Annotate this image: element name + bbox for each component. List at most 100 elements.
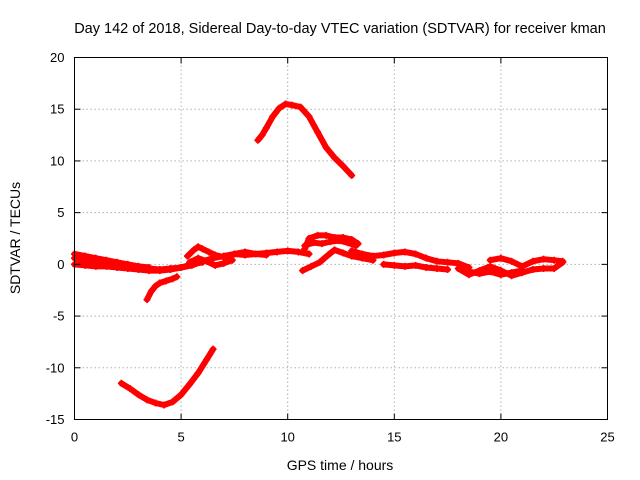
y-tick-label: 5 — [57, 205, 64, 220]
data-point — [92, 254, 100, 262]
data-point — [486, 256, 494, 264]
data-point — [190, 246, 198, 254]
data-point — [241, 248, 249, 256]
data-point — [183, 252, 191, 260]
series-arc-15 — [486, 254, 567, 270]
data-point — [275, 104, 283, 112]
x-axis-label: GPS time / hours — [287, 457, 394, 473]
data-point — [412, 250, 420, 258]
data-point — [369, 252, 377, 260]
data-point — [343, 239, 351, 247]
data-point — [258, 131, 266, 139]
data-point — [358, 250, 366, 258]
y-tick-label: 10 — [50, 153, 64, 168]
data-point — [296, 103, 304, 111]
series-arc-11 — [299, 246, 377, 275]
data-point — [508, 269, 516, 277]
data-point — [156, 267, 164, 275]
data-point — [269, 112, 277, 120]
data-point — [305, 250, 313, 258]
data-point — [486, 268, 494, 276]
data-point — [422, 263, 430, 271]
data-point — [322, 143, 330, 151]
data-point — [326, 238, 334, 246]
data-point — [401, 262, 409, 270]
data-point — [322, 231, 330, 239]
data-point — [282, 100, 290, 108]
x-tick-label: 0 — [71, 430, 78, 445]
data-point — [401, 248, 409, 256]
data-point — [284, 247, 292, 255]
x-axis-ticks: 0 5 10 15 20 25 — [71, 57, 615, 445]
data-point — [390, 249, 398, 257]
y-tick-label: 15 — [50, 102, 64, 117]
data-point — [540, 264, 548, 272]
data-point — [380, 251, 388, 259]
y-tick-label: -15 — [46, 412, 65, 427]
data-point — [102, 256, 110, 264]
series-arc-7 — [186, 254, 236, 269]
data-point — [81, 252, 89, 260]
data-point — [444, 258, 452, 266]
data-point — [117, 379, 125, 387]
data-point — [339, 249, 347, 257]
data-point — [194, 369, 202, 377]
series-trace — [118, 346, 217, 408]
data-point — [294, 248, 302, 256]
series-arc-12 — [348, 247, 473, 271]
series-arc-10 — [301, 237, 360, 250]
data-point — [299, 267, 307, 275]
data-point — [134, 391, 142, 399]
x-tick-label: 10 — [280, 430, 294, 445]
data-point — [169, 398, 177, 406]
x-tick-label: 25 — [600, 430, 614, 445]
data-point — [518, 267, 526, 275]
data-point — [305, 235, 313, 242]
data-point — [173, 273, 181, 281]
data-point — [529, 266, 537, 274]
data-point — [433, 264, 441, 272]
series-arc-6 — [183, 243, 270, 261]
data-point — [348, 171, 356, 179]
data-point — [301, 242, 309, 250]
data-point — [211, 251, 219, 259]
series-arc-8 — [254, 100, 356, 179]
data-point — [134, 262, 142, 270]
data-point — [162, 277, 170, 285]
data-point — [220, 253, 228, 261]
data-point — [335, 237, 343, 245]
data-point — [230, 250, 238, 258]
data-point — [380, 260, 388, 268]
data-point — [186, 258, 194, 266]
data-point — [316, 258, 324, 266]
data-point — [156, 279, 164, 287]
data-point — [228, 256, 236, 264]
series-arc-13 — [380, 260, 452, 274]
data-series — [71, 100, 567, 409]
data-point — [559, 257, 567, 265]
data-point — [422, 254, 430, 262]
data-point — [124, 260, 132, 268]
data-point — [454, 264, 462, 272]
data-point — [177, 391, 185, 399]
data-point — [102, 262, 110, 270]
data-point — [262, 124, 270, 132]
data-point — [177, 263, 185, 271]
data-point — [540, 255, 548, 263]
chart-title: Day 142 of 2018, Sidereal Day-to-day VTE… — [74, 21, 606, 37]
series-arc-16 — [465, 267, 526, 279]
data-point — [113, 258, 121, 266]
data-point — [198, 245, 206, 253]
data-point — [550, 256, 558, 264]
y-tick-label: -5 — [53, 309, 65, 324]
data-point — [203, 257, 211, 265]
data-point — [152, 399, 160, 407]
series-trace — [254, 101, 355, 179]
data-point — [508, 257, 516, 265]
data-point — [550, 264, 558, 272]
data-point — [390, 261, 398, 269]
data-point — [444, 266, 452, 274]
data-point — [211, 261, 219, 269]
data-point — [194, 254, 202, 262]
data-point — [205, 248, 213, 256]
